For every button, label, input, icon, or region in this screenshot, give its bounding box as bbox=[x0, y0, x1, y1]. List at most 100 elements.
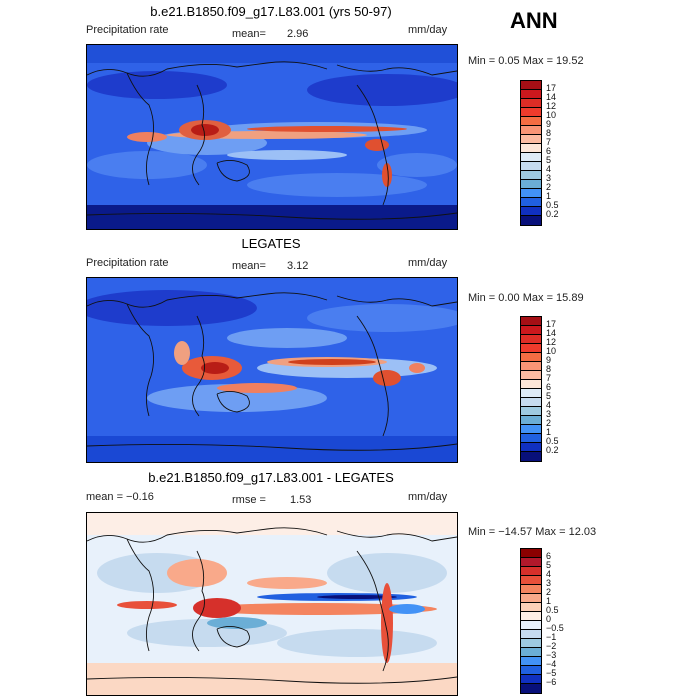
colorbar-tick-label: 0.5 bbox=[546, 200, 559, 210]
colorbar-swatch bbox=[521, 162, 541, 171]
colorbar-swatch bbox=[521, 353, 541, 362]
colorbar-swatch bbox=[521, 558, 541, 567]
colorbar-swatch bbox=[521, 371, 541, 380]
mean-diff-label: mean = −0.16 bbox=[86, 491, 154, 503]
min-max-stats: Min = −14.57 Max = 12.03 bbox=[468, 526, 597, 538]
colorbar-tick-label: 4 bbox=[546, 164, 552, 174]
colorbar-swatch bbox=[521, 452, 541, 461]
colorbar-tick-label: 7 bbox=[546, 373, 552, 383]
colorbar-swatch bbox=[521, 198, 541, 207]
colorbar-tick-label: 1 bbox=[546, 427, 552, 437]
colorbar-swatch bbox=[521, 398, 541, 407]
colorbar bbox=[520, 548, 542, 694]
colorbar-swatch bbox=[521, 443, 541, 452]
colorbar-tick-label: −1 bbox=[546, 632, 557, 642]
colorbar-swatch bbox=[521, 576, 541, 585]
mean-value: 2.96 bbox=[287, 28, 309, 40]
colorbar-tick-label: −6 bbox=[546, 677, 557, 687]
colorbar-swatch bbox=[521, 657, 541, 666]
colorbar-swatch bbox=[521, 434, 541, 443]
colorbar-swatch bbox=[521, 126, 541, 135]
mean-label: mean= bbox=[232, 28, 266, 40]
colorbar-swatch bbox=[521, 684, 541, 693]
colorbar-swatch bbox=[521, 90, 541, 99]
colorbar-swatch bbox=[521, 612, 541, 621]
colorbar-tick-label: −4 bbox=[546, 659, 557, 669]
colorbar-tick-label: 3 bbox=[546, 173, 552, 183]
colorbar-tick-label: 12 bbox=[546, 337, 557, 347]
colorbar-swatch bbox=[521, 81, 541, 90]
season-label: ANN bbox=[510, 8, 558, 33]
colorbar-swatch bbox=[521, 317, 541, 326]
colorbar-swatch bbox=[521, 603, 541, 612]
colorbar-tick-label: 9 bbox=[546, 119, 552, 129]
colorbar-swatch bbox=[521, 675, 541, 684]
units-label: mm/day bbox=[408, 24, 448, 36]
colorbar-tick-label: 6 bbox=[546, 146, 552, 156]
colorbar-tick-label: 5 bbox=[546, 155, 552, 165]
colorbar-tick-label: −3 bbox=[546, 650, 557, 660]
colorbar-swatch bbox=[521, 135, 541, 144]
colorbar-swatch bbox=[521, 416, 541, 425]
mean-value: 3.12 bbox=[287, 260, 309, 272]
precip-map bbox=[86, 44, 458, 230]
colorbar-tick-label: 2 bbox=[546, 182, 552, 192]
colorbar-swatch bbox=[521, 362, 541, 371]
colorbar-tick-label: 2 bbox=[546, 418, 552, 428]
colorbar-tick-label: −5 bbox=[546, 668, 557, 678]
colorbar bbox=[520, 80, 542, 226]
colorbar-tick-label: 3 bbox=[546, 409, 552, 419]
colorbar-tick-label: 5 bbox=[546, 391, 552, 401]
colorbar-tick-label: 6 bbox=[546, 551, 552, 561]
colorbar-swatch bbox=[521, 153, 541, 162]
colorbar-swatch bbox=[521, 666, 541, 675]
colorbar-tick-label: 14 bbox=[546, 92, 557, 102]
colorbar-tick-label: 3 bbox=[546, 578, 552, 588]
colorbar-swatch bbox=[521, 425, 541, 434]
difference-map bbox=[86, 512, 458, 696]
colorbar-tick-label: −0.5 bbox=[546, 623, 564, 633]
colorbar-tick-label: 2 bbox=[546, 587, 552, 597]
units-label: mm/day bbox=[408, 491, 448, 503]
colorbar-tick-label: 14 bbox=[546, 328, 557, 338]
units-label: mm/day bbox=[408, 257, 448, 269]
rmse-value: 1.53 bbox=[290, 494, 312, 506]
colorbar-swatch bbox=[521, 171, 541, 180]
min-max-stats: Min = 0.05 Max = 19.52 bbox=[468, 55, 584, 67]
colorbar-tick-label: 1 bbox=[546, 596, 552, 606]
colorbar-tick-label: 6 bbox=[546, 382, 552, 392]
variable-label: Precipitation rate bbox=[86, 257, 169, 269]
colorbar-tick-label: 7 bbox=[546, 137, 552, 147]
variable-label: Precipitation rate bbox=[86, 24, 169, 36]
panel-title: b.e21.B1850.f09_g17.L83.001 (yrs 50-97) bbox=[150, 4, 392, 19]
colorbar-tick-label: 17 bbox=[546, 83, 557, 93]
colorbar-tick-label: 0.2 bbox=[546, 445, 559, 455]
colorbar-swatch bbox=[521, 630, 541, 639]
colorbar-tick-label: 0.5 bbox=[546, 605, 559, 615]
colorbar-tick-label: 17 bbox=[546, 319, 557, 329]
colorbar-tick-label: 0 bbox=[546, 614, 552, 624]
colorbar-swatch bbox=[521, 207, 541, 216]
colorbar-tick-label: 1 bbox=[546, 191, 552, 201]
colorbar-tick-label: 9 bbox=[546, 355, 552, 365]
colorbar-tick-label: 10 bbox=[546, 346, 557, 356]
colorbar-swatch bbox=[521, 594, 541, 603]
min-max-stats: Min = 0.00 Max = 15.89 bbox=[468, 292, 584, 304]
precip-map bbox=[86, 277, 458, 463]
colorbar-swatch bbox=[521, 648, 541, 657]
colorbar-swatch bbox=[521, 99, 541, 108]
colorbar-swatch bbox=[521, 407, 541, 416]
colorbar-swatch bbox=[521, 389, 541, 398]
colorbar-tick-label: −2 bbox=[546, 641, 557, 651]
panel-title: b.e21.B1850.f09_g17.L83.001 - LEGATES bbox=[148, 470, 394, 485]
colorbar-swatch bbox=[521, 549, 541, 558]
colorbar-swatch bbox=[521, 108, 541, 117]
colorbar-swatch bbox=[521, 117, 541, 126]
colorbar-tick-label: 10 bbox=[546, 110, 557, 120]
colorbar-tick-label: 8 bbox=[546, 128, 552, 138]
colorbar-tick-label: 0.2 bbox=[546, 209, 559, 219]
colorbar-swatch bbox=[521, 189, 541, 198]
colorbar-swatch bbox=[521, 216, 541, 225]
mean-label: mean= bbox=[232, 260, 266, 272]
colorbar-tick-label: 0.5 bbox=[546, 436, 559, 446]
